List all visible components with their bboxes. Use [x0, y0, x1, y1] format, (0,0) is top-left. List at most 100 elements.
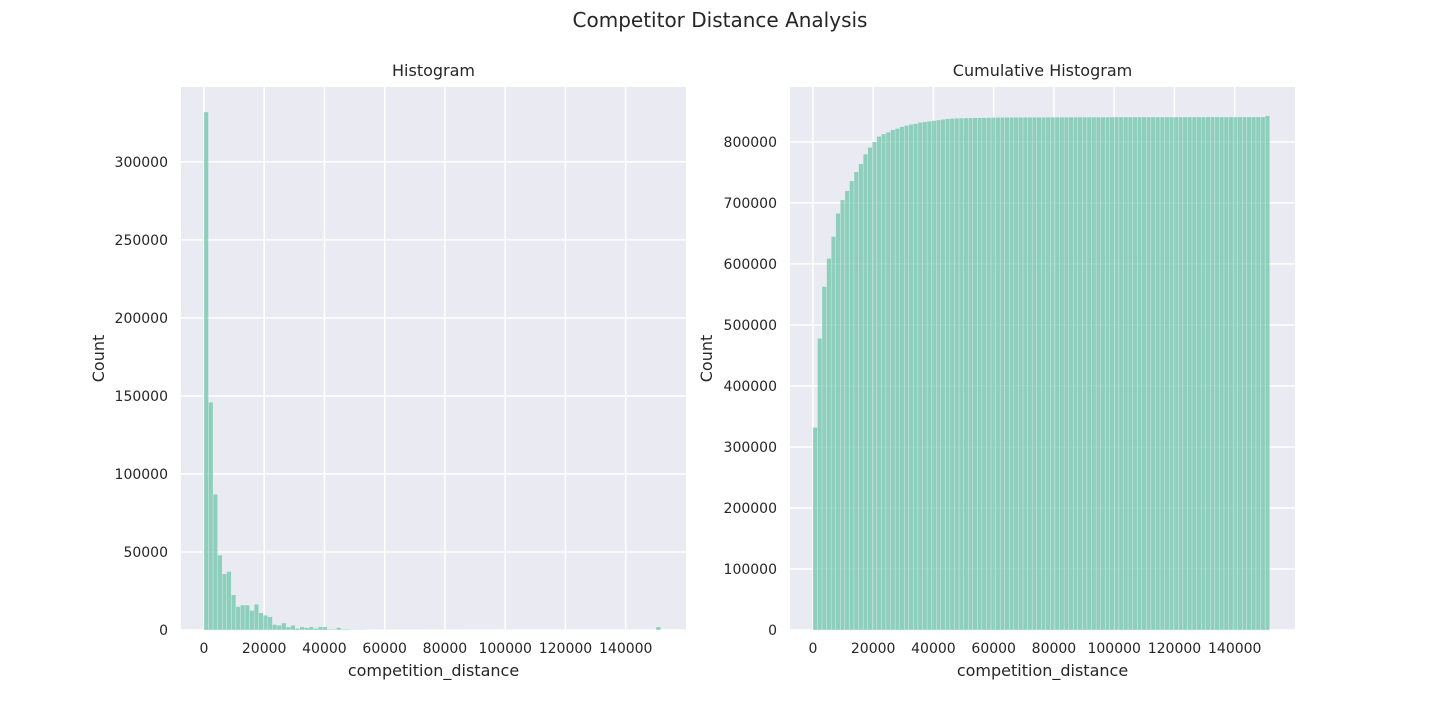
cumulative-bar [1219, 116, 1225, 631]
histogram-bar [203, 111, 209, 631]
cumulative-bar [1031, 117, 1037, 631]
histogram-y-tick-label: 0 [159, 623, 168, 639]
cumulative-bar [1091, 116, 1097, 631]
histogram-x-tick-label: 100000 [478, 641, 531, 657]
cumulative-bar [1164, 116, 1170, 631]
cumulative-bar [990, 117, 996, 631]
cumulative-bar [890, 129, 896, 631]
cumulative-bar [1004, 117, 1010, 631]
histogram-bar [263, 614, 269, 631]
histogram-bar [217, 554, 223, 631]
cumulative-bar [904, 125, 910, 631]
cumulative-x-tick-label: 20000 [851, 641, 896, 657]
cumulative-bar [1159, 116, 1165, 631]
cumulative-y-tick-label: 400000 [724, 379, 777, 395]
cumulative-bar [1018, 117, 1024, 631]
cumulative-bar [844, 190, 850, 631]
cumulative-bar [899, 126, 905, 631]
cumulative-bar [1127, 116, 1133, 631]
cumulative-y-ticks: 0 100000 200000 300000 400000 500000 600000 700… [724, 135, 777, 639]
cumulative-bar [1013, 117, 1019, 631]
figure-title: Competitor Distance Analysis [572, 8, 868, 32]
histogram-plot-area [181, 87, 686, 630]
cumulative-bar [862, 153, 868, 631]
histogram-bar [212, 494, 218, 631]
cumulative-bar [1187, 116, 1193, 631]
cumulative-y-axis-label-visible: Count [697, 335, 716, 383]
cumulative-bar [949, 118, 955, 631]
histogram-bar [253, 604, 259, 631]
cumulative-bar [858, 163, 864, 631]
histogram-y-tick-label: 50000 [123, 545, 168, 561]
histogram-y-tick-label: 200000 [115, 311, 168, 327]
cumulative-y-tick-label: 800000 [724, 135, 777, 151]
histogram-x-ticks: 0 20000 40000 60000 80000 100000 120000 140000 [199, 641, 652, 657]
cumulative-bar [1077, 116, 1083, 631]
histogram-x-tick-label: 140000 [599, 641, 652, 657]
cumulative-bar [853, 171, 859, 631]
histogram-bar [322, 626, 328, 631]
cumulative-bar [981, 117, 987, 631]
cumulative-bar [1260, 116, 1266, 631]
cumulative-bar [1022, 117, 1028, 631]
cumulative-bar [1228, 116, 1234, 631]
cumulative-y-tick-label: 600000 [724, 257, 777, 273]
cumulative-bar [872, 141, 878, 631]
cumulative-bar [940, 119, 946, 631]
cumulative-bar [1255, 116, 1261, 631]
histogram-bar [244, 604, 250, 631]
histogram-bar [231, 594, 237, 631]
histogram-bar [272, 624, 278, 631]
cumulative-bar [1132, 116, 1138, 631]
cumulative-bar [922, 121, 928, 631]
histogram-bar [345, 629, 351, 631]
cumulative-bar [1173, 116, 1179, 631]
cumulative-bar [1237, 116, 1243, 631]
histogram-bar [655, 626, 661, 631]
cumulative-x-tick-label: 140000 [1208, 641, 1261, 657]
cumulative-bars [812, 115, 1270, 631]
cumulative-bar [876, 136, 882, 631]
histogram-y-tick-label: 150000 [115, 389, 168, 405]
cumulative-title: Cumulative Histogram [953, 61, 1132, 80]
histogram-bar [249, 610, 255, 631]
cumulative-bar [1205, 116, 1211, 631]
cumulative-bar [931, 120, 937, 631]
cumulative-bar [840, 199, 846, 631]
histogram-bar [313, 628, 319, 631]
histogram-bar [304, 627, 310, 631]
cumulative-bar [1123, 116, 1129, 631]
histogram-bar [331, 629, 337, 631]
cumulative-bar [986, 117, 992, 631]
cumulative-x-ticks: 0 20000 40000 60000 80000 100000 120000 140000 [808, 641, 1261, 657]
cumulative-bar [1150, 116, 1156, 631]
cumulative-bar [945, 118, 951, 631]
cumulative-y-tick-label: 200000 [724, 501, 777, 517]
histogram-bar [336, 627, 342, 631]
histogram-x-tick-label: 20000 [242, 641, 287, 657]
cumulative-bar [1141, 116, 1147, 631]
cumulative-bar [1118, 116, 1124, 631]
cumulative-bar [999, 117, 1005, 631]
cumulative-bar [1242, 116, 1248, 631]
cumulative-bar [936, 119, 942, 631]
cumulative-bar [1036, 117, 1042, 631]
cumulative-bar [917, 122, 923, 631]
histogram-x-tick-label: 80000 [423, 641, 468, 657]
cumulative-bar [1082, 116, 1088, 631]
cumulative-bar [1054, 116, 1060, 631]
cumulative-bar [1178, 116, 1184, 631]
histogram-y-tick-label: 300000 [115, 155, 168, 171]
cumulative-bar [1050, 116, 1056, 631]
histogram-bar [340, 629, 346, 631]
cumulative-bar [1146, 116, 1152, 631]
cumulative-bar [885, 131, 891, 631]
cumulative-bar [812, 427, 818, 631]
histogram-y-tick-label: 250000 [115, 233, 168, 249]
cumulative-bar [1246, 116, 1252, 631]
cumulative-x-tick-label: 0 [808, 641, 817, 657]
cumulative-bar [1086, 116, 1092, 631]
cumulative-y-tick-label: 700000 [724, 196, 777, 212]
histogram-bar [299, 626, 305, 631]
